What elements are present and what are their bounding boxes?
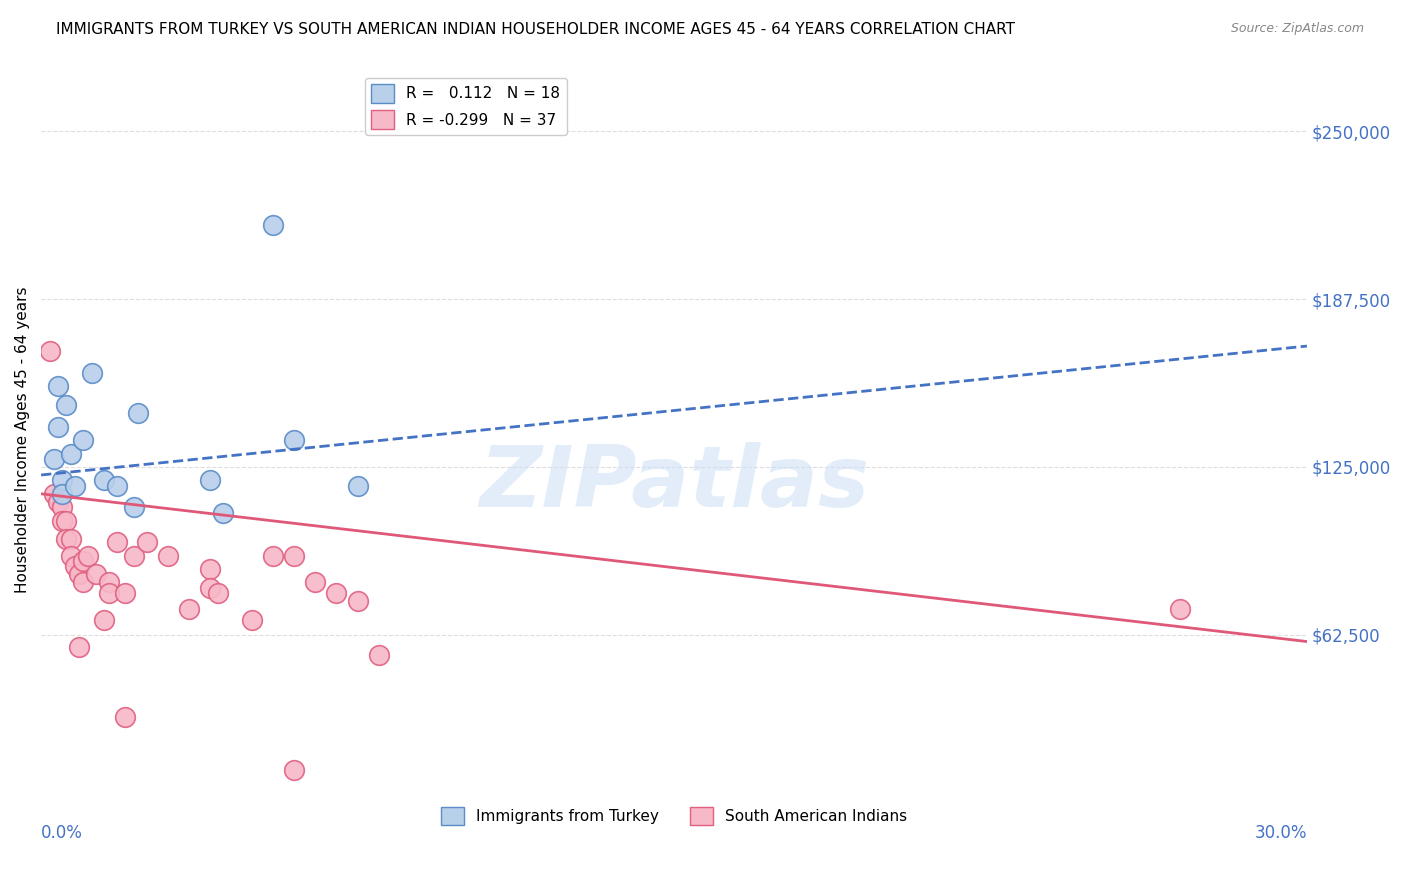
Legend: Immigrants from Turkey, South American Indians: Immigrants from Turkey, South American I…	[434, 800, 912, 831]
Text: ZIPatlas: ZIPatlas	[479, 442, 869, 525]
Point	[59, 533, 82, 547]
Point	[207, 586, 229, 600]
Point	[283, 764, 305, 778]
Point	[304, 575, 326, 590]
Point	[51, 514, 73, 528]
Point	[51, 487, 73, 501]
Point	[80, 366, 103, 380]
Point	[55, 398, 77, 412]
Point	[42, 487, 65, 501]
Point	[127, 406, 149, 420]
Point	[76, 549, 98, 563]
Point	[46, 419, 69, 434]
Point	[72, 575, 94, 590]
Point	[240, 613, 263, 627]
Point	[63, 559, 86, 574]
Point	[93, 474, 115, 488]
Point	[84, 567, 107, 582]
Point	[198, 562, 221, 576]
Point	[105, 535, 128, 549]
Point	[262, 218, 284, 232]
Point	[325, 586, 347, 600]
Text: IMMIGRANTS FROM TURKEY VS SOUTH AMERICAN INDIAN HOUSEHOLDER INCOME AGES 45 - 64 : IMMIGRANTS FROM TURKEY VS SOUTH AMERICAN…	[56, 22, 1015, 37]
Point	[122, 500, 145, 515]
Point	[114, 710, 136, 724]
Point	[283, 549, 305, 563]
Y-axis label: Householder Income Ages 45 - 64 years: Householder Income Ages 45 - 64 years	[15, 287, 30, 593]
Point	[46, 495, 69, 509]
Point	[51, 474, 73, 488]
Point	[51, 500, 73, 515]
Point	[211, 506, 233, 520]
Text: 0.0%: 0.0%	[41, 824, 83, 842]
Point	[105, 479, 128, 493]
Point	[97, 586, 120, 600]
Point	[198, 474, 221, 488]
Point	[367, 648, 389, 662]
Point	[122, 549, 145, 563]
Point	[72, 554, 94, 568]
Point	[67, 640, 90, 654]
Point	[283, 433, 305, 447]
Text: Source: ZipAtlas.com: Source: ZipAtlas.com	[1230, 22, 1364, 36]
Point	[262, 549, 284, 563]
Point	[93, 613, 115, 627]
Point	[42, 451, 65, 466]
Point	[177, 602, 200, 616]
Point	[46, 379, 69, 393]
Point	[72, 433, 94, 447]
Point	[59, 446, 82, 460]
Point	[55, 533, 77, 547]
Text: 30.0%: 30.0%	[1254, 824, 1308, 842]
Point	[55, 514, 77, 528]
Point	[38, 344, 60, 359]
Point	[67, 567, 90, 582]
Point	[346, 479, 368, 493]
Point	[346, 594, 368, 608]
Point	[97, 575, 120, 590]
Point	[198, 581, 221, 595]
Point	[114, 586, 136, 600]
Point	[156, 549, 179, 563]
Point	[1168, 602, 1191, 616]
Point	[63, 479, 86, 493]
Point	[135, 535, 157, 549]
Point	[59, 549, 82, 563]
